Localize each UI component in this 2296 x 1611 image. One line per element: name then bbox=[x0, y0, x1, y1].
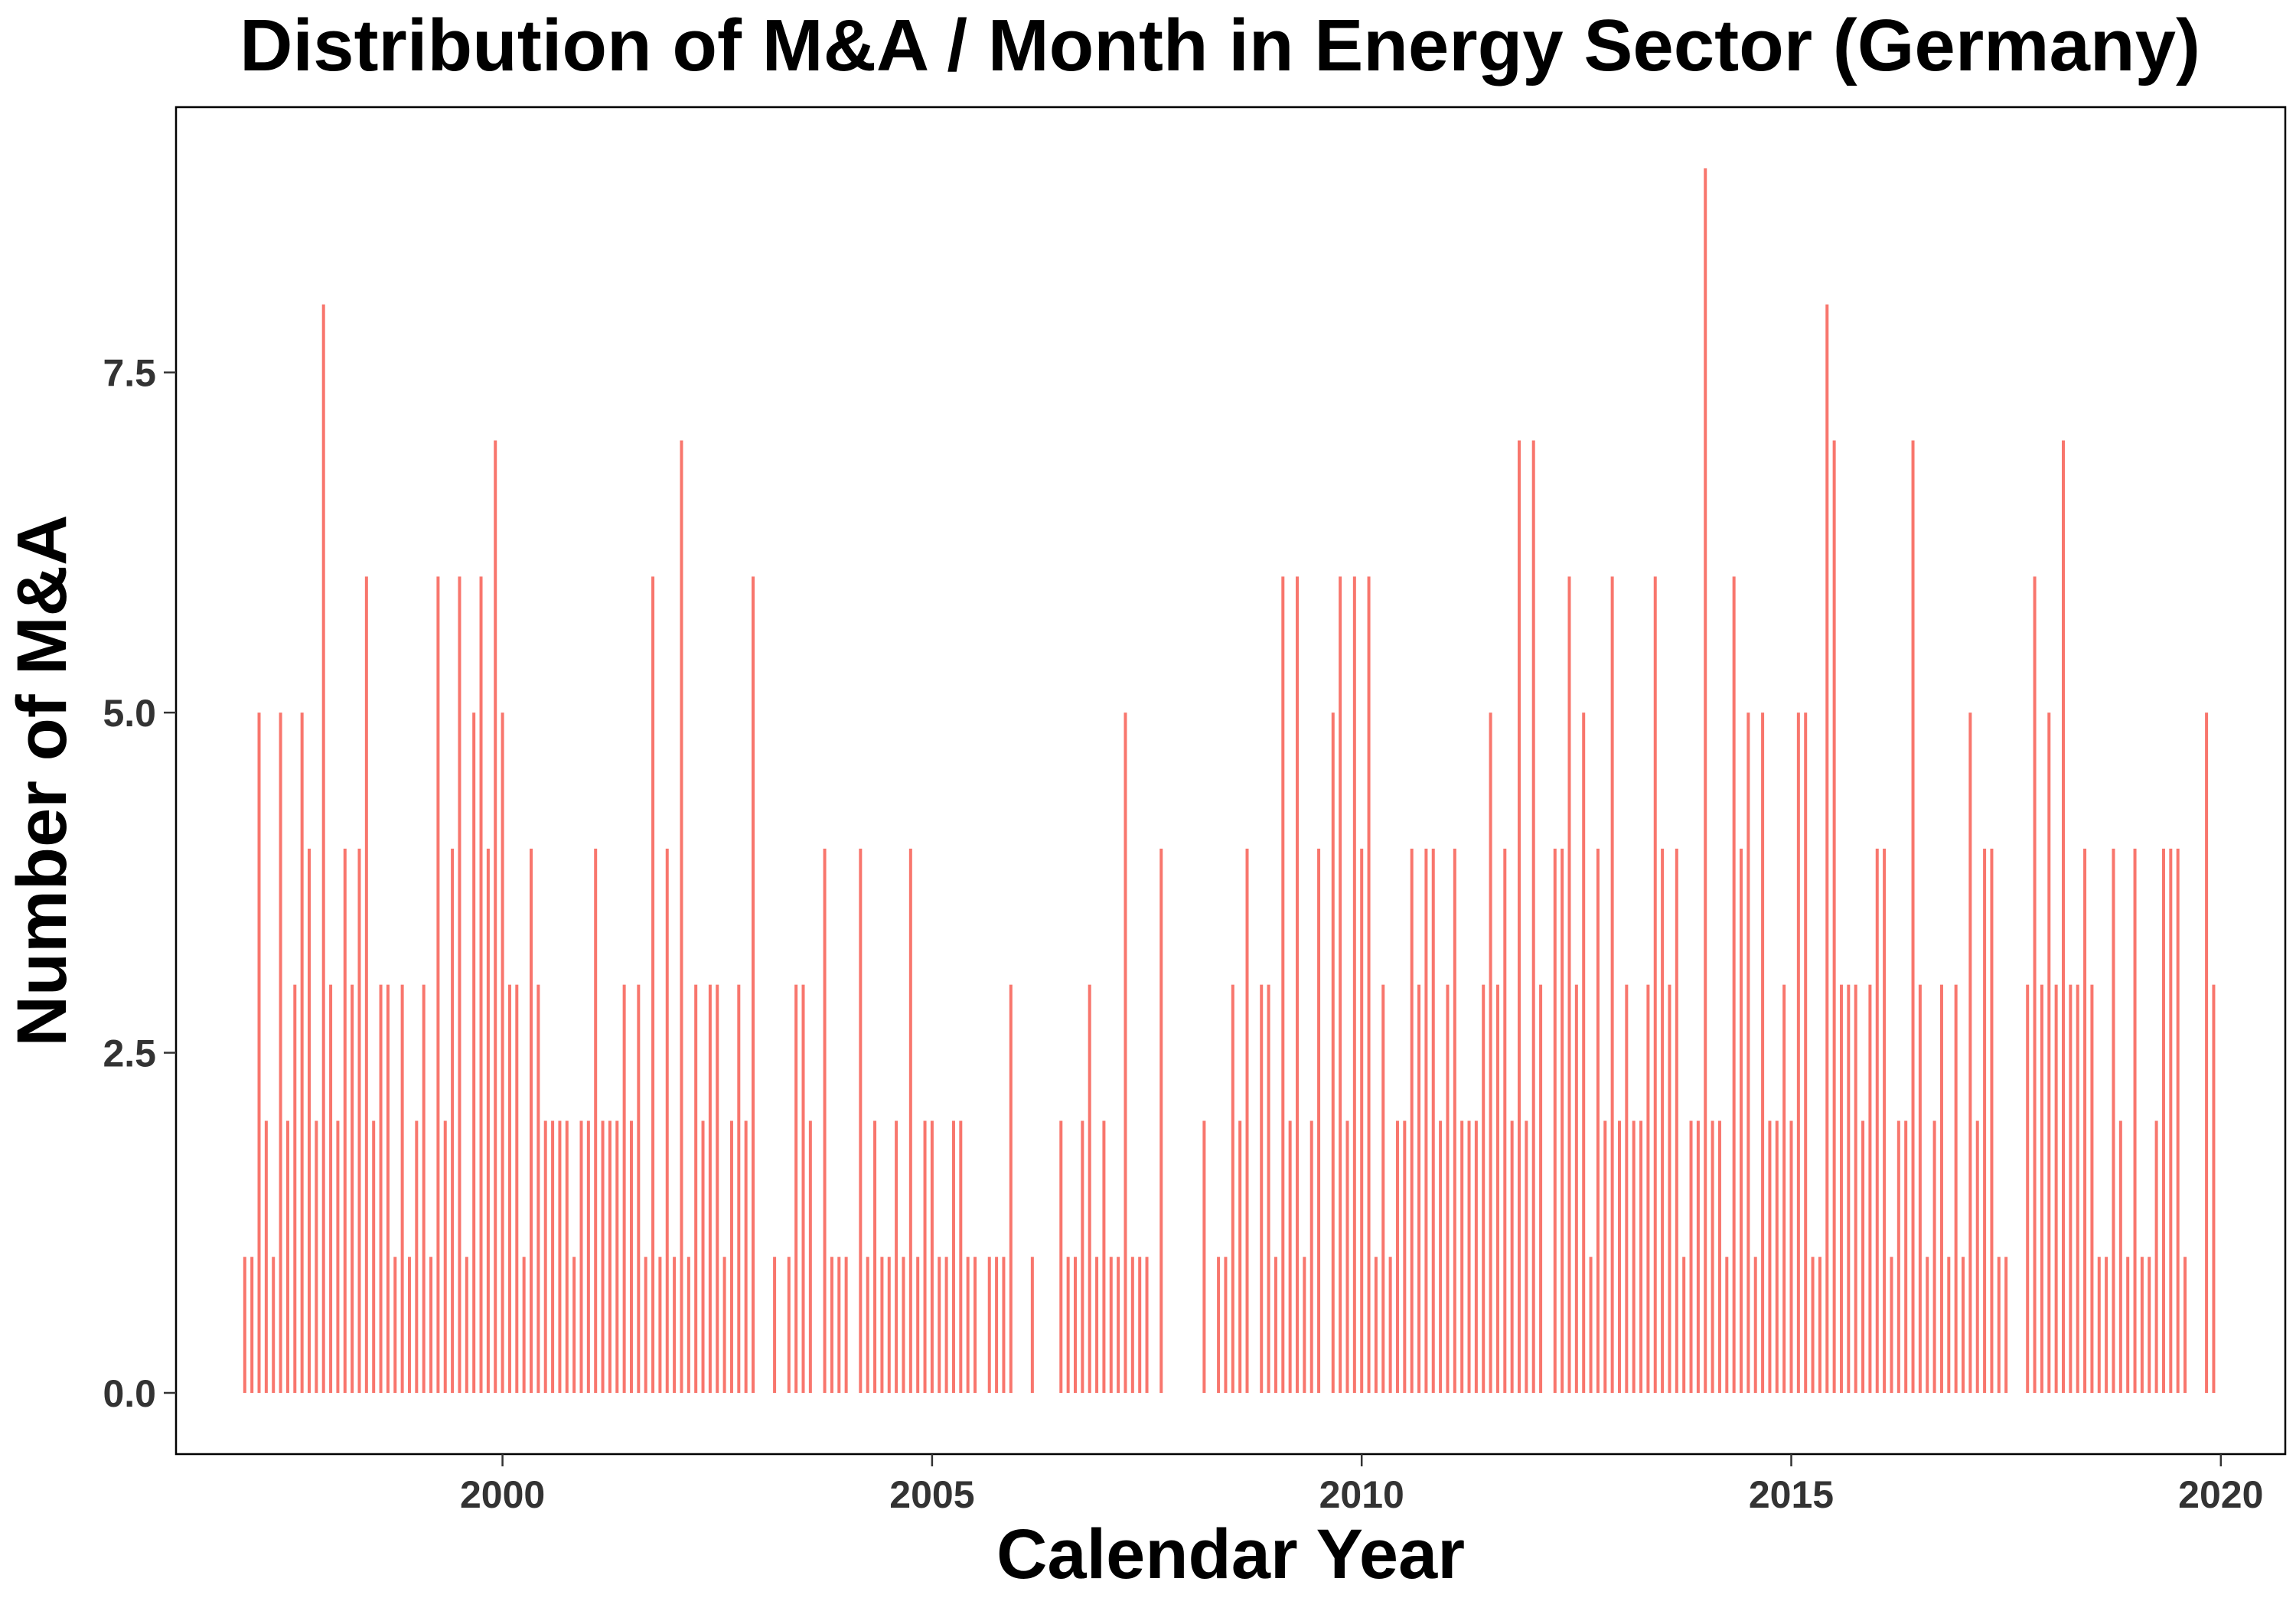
x-axis: 2000 2005 2010 2015 2020 bbox=[460, 1454, 2263, 1516]
bars-layer bbox=[243, 168, 2216, 1393]
x-tick-label: 2000 bbox=[460, 1473, 545, 1516]
y-axis-title: Number of M&A bbox=[3, 514, 81, 1046]
x-tick-label: 2020 bbox=[2178, 1473, 2263, 1516]
y-tick-label: 2.5 bbox=[103, 1032, 156, 1075]
x-axis-title: Calendar Year bbox=[996, 1515, 1465, 1593]
x-tick-label: 2015 bbox=[1749, 1473, 1834, 1516]
y-tick-label: 7.5 bbox=[103, 352, 156, 395]
x-tick-label: 2005 bbox=[889, 1473, 974, 1516]
y-tick-label: 5.0 bbox=[103, 692, 156, 735]
plot-panel-border bbox=[174, 106, 2287, 1456]
x-tick-label: 2010 bbox=[1319, 1473, 1404, 1516]
chart-title: Distribution of M&A / Month in Energy Se… bbox=[240, 5, 2200, 86]
y-axis: 0.0 2.5 5.0 7.5 bbox=[103, 352, 176, 1415]
y-tick-label: 0.0 bbox=[103, 1372, 156, 1415]
